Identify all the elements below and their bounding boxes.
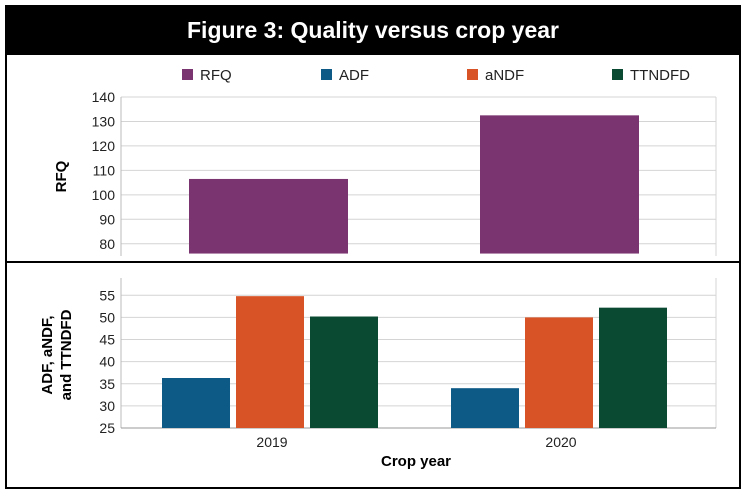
legend-swatch-adf [321, 69, 332, 80]
bar-ttndfd-2020 [599, 307, 667, 428]
bottom-y-tick-label: 50 [99, 309, 115, 325]
x-tick-labels: 2019 2020 [256, 434, 576, 450]
legend-swatch-rfq [182, 69, 193, 80]
x-tick-label: 2020 [545, 434, 576, 450]
x-axis-label: Crop year [381, 453, 451, 470]
bottom-y-ticks: 25 30 35 40 45 50 55 [99, 287, 115, 436]
legend-swatch-ttndfd [612, 69, 623, 80]
bar-ttndfd-2019 [310, 316, 378, 428]
figure-title: Figure 3: Quality versus crop year [5, 5, 741, 55]
bottom-y-tick-label: 45 [99, 332, 115, 348]
bottom-y-tick-label: 30 [99, 398, 115, 414]
bar-rfq-2020 [480, 115, 639, 254]
legend-label-andf: aNDF [485, 67, 524, 84]
bar-adf-2020 [451, 388, 519, 428]
legend-swatch-andf [467, 69, 478, 80]
bar-adf-2019 [162, 378, 230, 428]
top-y-axis-label: RFQ [53, 160, 70, 192]
top-y-tick-label: 110 [93, 162, 116, 178]
top-y-ticks: 80 90 100 110 120 130 140 [92, 89, 116, 252]
top-y-tick-label: 80 [99, 236, 115, 252]
top-y-tick-label: 100 [92, 187, 116, 203]
top-y-tick-label: 120 [92, 138, 116, 154]
top-bars [189, 115, 639, 254]
bottom-y-axis-label: ADF, aNDF, and TTNDFD [39, 309, 75, 400]
bottom-y-tick-label: 55 [99, 287, 115, 303]
top-y-tick-label: 140 [92, 89, 116, 105]
legend-label-ttndfd: TTNDFD [630, 67, 690, 84]
bar-andf-2019 [236, 296, 304, 428]
bottom-bars [162, 296, 667, 428]
legend-label-rfq: RFQ [200, 67, 232, 84]
top-y-tick-label: 130 [92, 113, 116, 129]
legend: RFQ ADF aNDF TTNDFD [182, 67, 690, 84]
legend-label-adf: ADF [339, 67, 369, 84]
bar-rfq-2019 [189, 178, 348, 254]
x-tick-label: 2019 [256, 434, 287, 450]
bottom-y-tick-label: 35 [99, 376, 115, 392]
top-y-tick-label: 90 [99, 211, 115, 227]
bottom-y-tick-label: 40 [99, 354, 115, 370]
bar-andf-2020 [525, 317, 593, 428]
bottom-y-tick-label: 25 [99, 420, 115, 436]
